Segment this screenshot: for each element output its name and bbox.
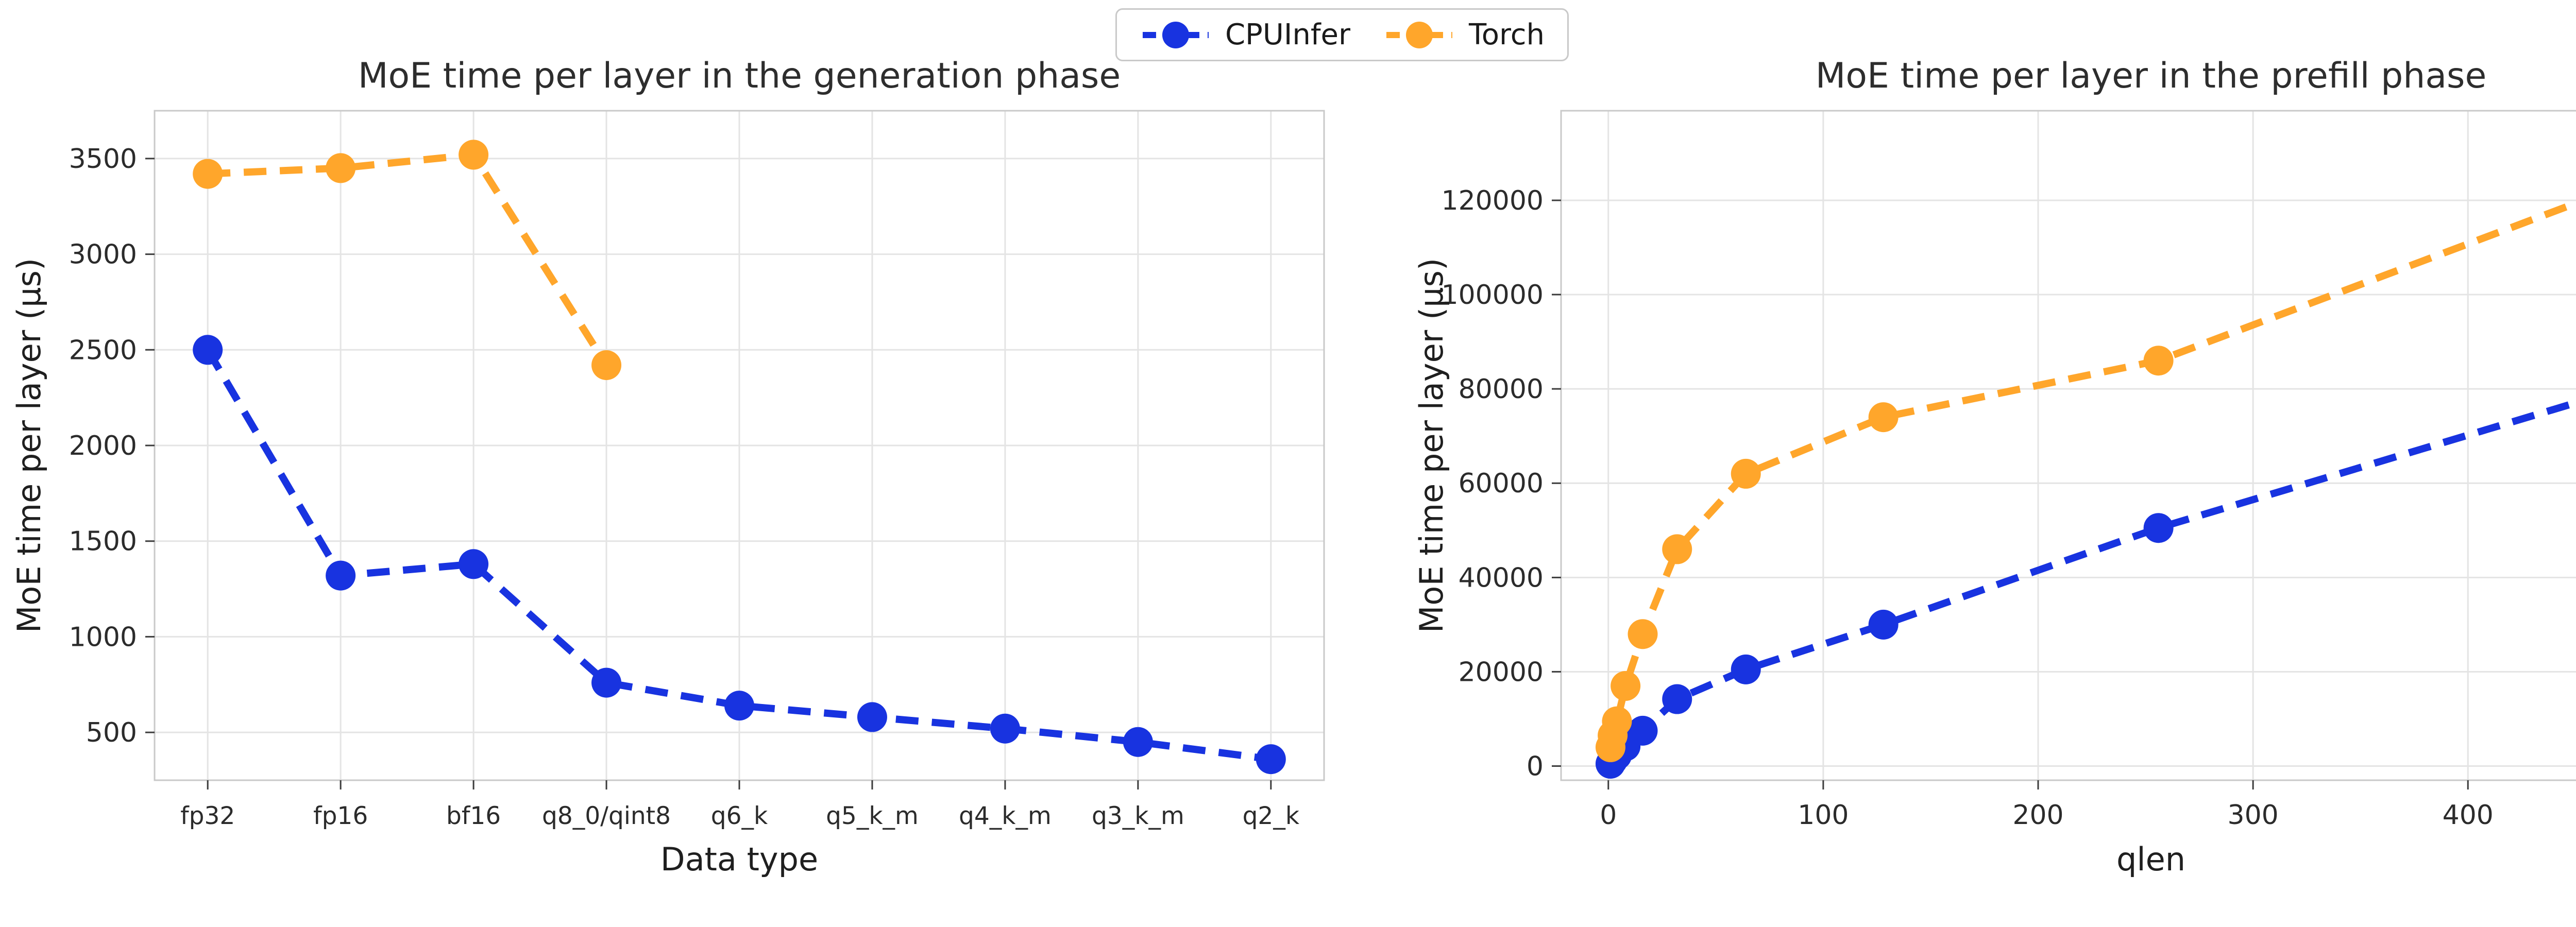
torch-marker	[193, 159, 223, 189]
legend-label-cpuinfer: CPUInfer	[1225, 18, 1351, 52]
cpuinfer-marker	[193, 335, 223, 365]
cpuinfer-marker	[724, 691, 754, 721]
y-tick-label: 60000	[1459, 468, 1544, 499]
x-tick-label: 0	[1600, 800, 1617, 831]
torch-marker	[1662, 534, 1692, 564]
cpuinfer-line	[1607, 399, 2576, 766]
y-tick-label: 1500	[69, 526, 137, 557]
chart-title: MoE time per layer in the prefill phase	[1816, 56, 2487, 96]
y-tick-label: 40000	[1459, 562, 1544, 593]
torch-marker	[1602, 706, 1632, 736]
generation-phase-figure: 500 1000 1500 2000 2500 3000 3500 fp32 fp16 bf16 q…	[10, 56, 1325, 878]
legend-label-torch: Torch	[1469, 18, 1545, 52]
x-axis-label: Data type	[660, 840, 818, 878]
x-tick-label: fp16	[313, 802, 368, 830]
cpuinfer-line	[205, 348, 1272, 763]
cpuinfer-marker	[1662, 684, 1692, 714]
cpuinfer-marker	[1123, 727, 1153, 757]
x-tick-label: q6_k	[711, 802, 768, 830]
x-tick-label: 100	[1798, 800, 1849, 831]
cpuinfer-marker	[1256, 744, 1286, 775]
x-tick-label: 300	[2228, 800, 2279, 831]
prefill-phase-figure: 0 20000 40000 60000 80000 100000 120000 0 100 200…	[1391, 0, 2576, 927]
cpuinfer-marker	[857, 702, 887, 732]
torch-marker	[591, 350, 622, 380]
y-tick-label: 120000	[1441, 185, 1544, 216]
x-tick-label: bf16	[446, 802, 501, 830]
cpuinfer-marker	[1731, 654, 1761, 684]
x-tick-label: q8_0/qint8	[542, 802, 671, 830]
axes-frame	[1560, 110, 2576, 781]
torch-marker	[1731, 458, 1761, 489]
cpuinfer-marker	[2143, 513, 2174, 543]
plot-area: 0 20000 40000 60000 80000 100000 120000 0 100 200…	[1441, 110, 2576, 831]
x-tick-label: fp32	[180, 802, 235, 830]
prefill-phase-chart: 0 20000 40000 60000 80000 100000 120000 0 100 200…	[1413, 56, 2576, 878]
x-tick-label: 400	[2443, 800, 2494, 831]
x-tick-label: 200	[2012, 800, 2063, 831]
cpuinfer-marker	[326, 560, 356, 591]
chart-title: MoE time per layer in the generation pha…	[358, 56, 1121, 96]
y-tick-label: 1000	[69, 622, 137, 653]
cpuinfer-marker	[459, 549, 489, 579]
torch-marker	[1611, 671, 1641, 701]
x-tick-label: q4_k_m	[959, 802, 1052, 830]
cpuinfer-marker	[1628, 715, 1658, 746]
y-tick-label: 2500	[69, 335, 137, 366]
cpuinfer-marker	[591, 667, 622, 698]
y-tick-label: 3000	[69, 239, 137, 270]
x-axis-label: qlen	[2116, 840, 2185, 878]
y-tick-label: 3500	[69, 144, 137, 175]
torch-legend-marker-icon	[1386, 21, 1453, 48]
torch-marker	[1628, 619, 1658, 649]
legend-item-torch: Torch	[1383, 18, 1545, 52]
torch-marker	[2143, 346, 2174, 376]
y-tick-label: 20000	[1459, 657, 1544, 688]
y-tick-label: 0	[1527, 751, 1544, 782]
generation-phase-chart: 500 1000 1500 2000 2500 3000 3500 fp32 fp16 bf16 q…	[10, 56, 1325, 878]
legend: CPUInfer Torch	[1115, 8, 1569, 61]
torch-marker	[459, 140, 489, 170]
x-tick-label: q3_k_m	[1092, 802, 1184, 830]
y-tick-label: 500	[86, 717, 137, 748]
cpuinfer-marker	[990, 713, 1020, 744]
torch-marker	[1868, 402, 1899, 433]
y-tick-label: 80000	[1459, 374, 1544, 405]
cpuinfer-legend-marker-icon	[1142, 21, 1209, 48]
torch-marker	[326, 153, 356, 183]
legend-item-cpuinfer: CPUInfer	[1140, 18, 1350, 52]
cpuinfer-marker	[1868, 609, 1899, 640]
plot-area: 500 1000 1500 2000 2500 3000 3500 fp32 fp16 bf16 q…	[69, 110, 1325, 830]
x-tick-label: q5_k_m	[826, 802, 919, 830]
x-tick-label: q2_k	[1243, 802, 1300, 830]
y-tick-label: 100000	[1441, 280, 1544, 311]
y-tick-label: 2000	[69, 431, 137, 461]
torch-line	[207, 151, 609, 367]
y-axis-label: MoE time per layer (µs)	[1413, 258, 1450, 633]
y-axis-label: MoE time per layer (µs)	[10, 258, 48, 633]
